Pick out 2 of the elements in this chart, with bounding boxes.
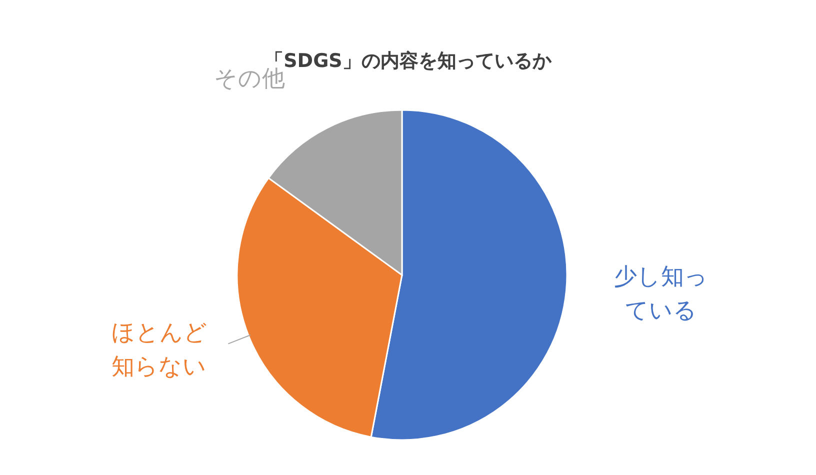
slice-label: 少し知っている: [613, 263, 710, 326]
slice-label: ほとんど知らない: [111, 319, 208, 382]
